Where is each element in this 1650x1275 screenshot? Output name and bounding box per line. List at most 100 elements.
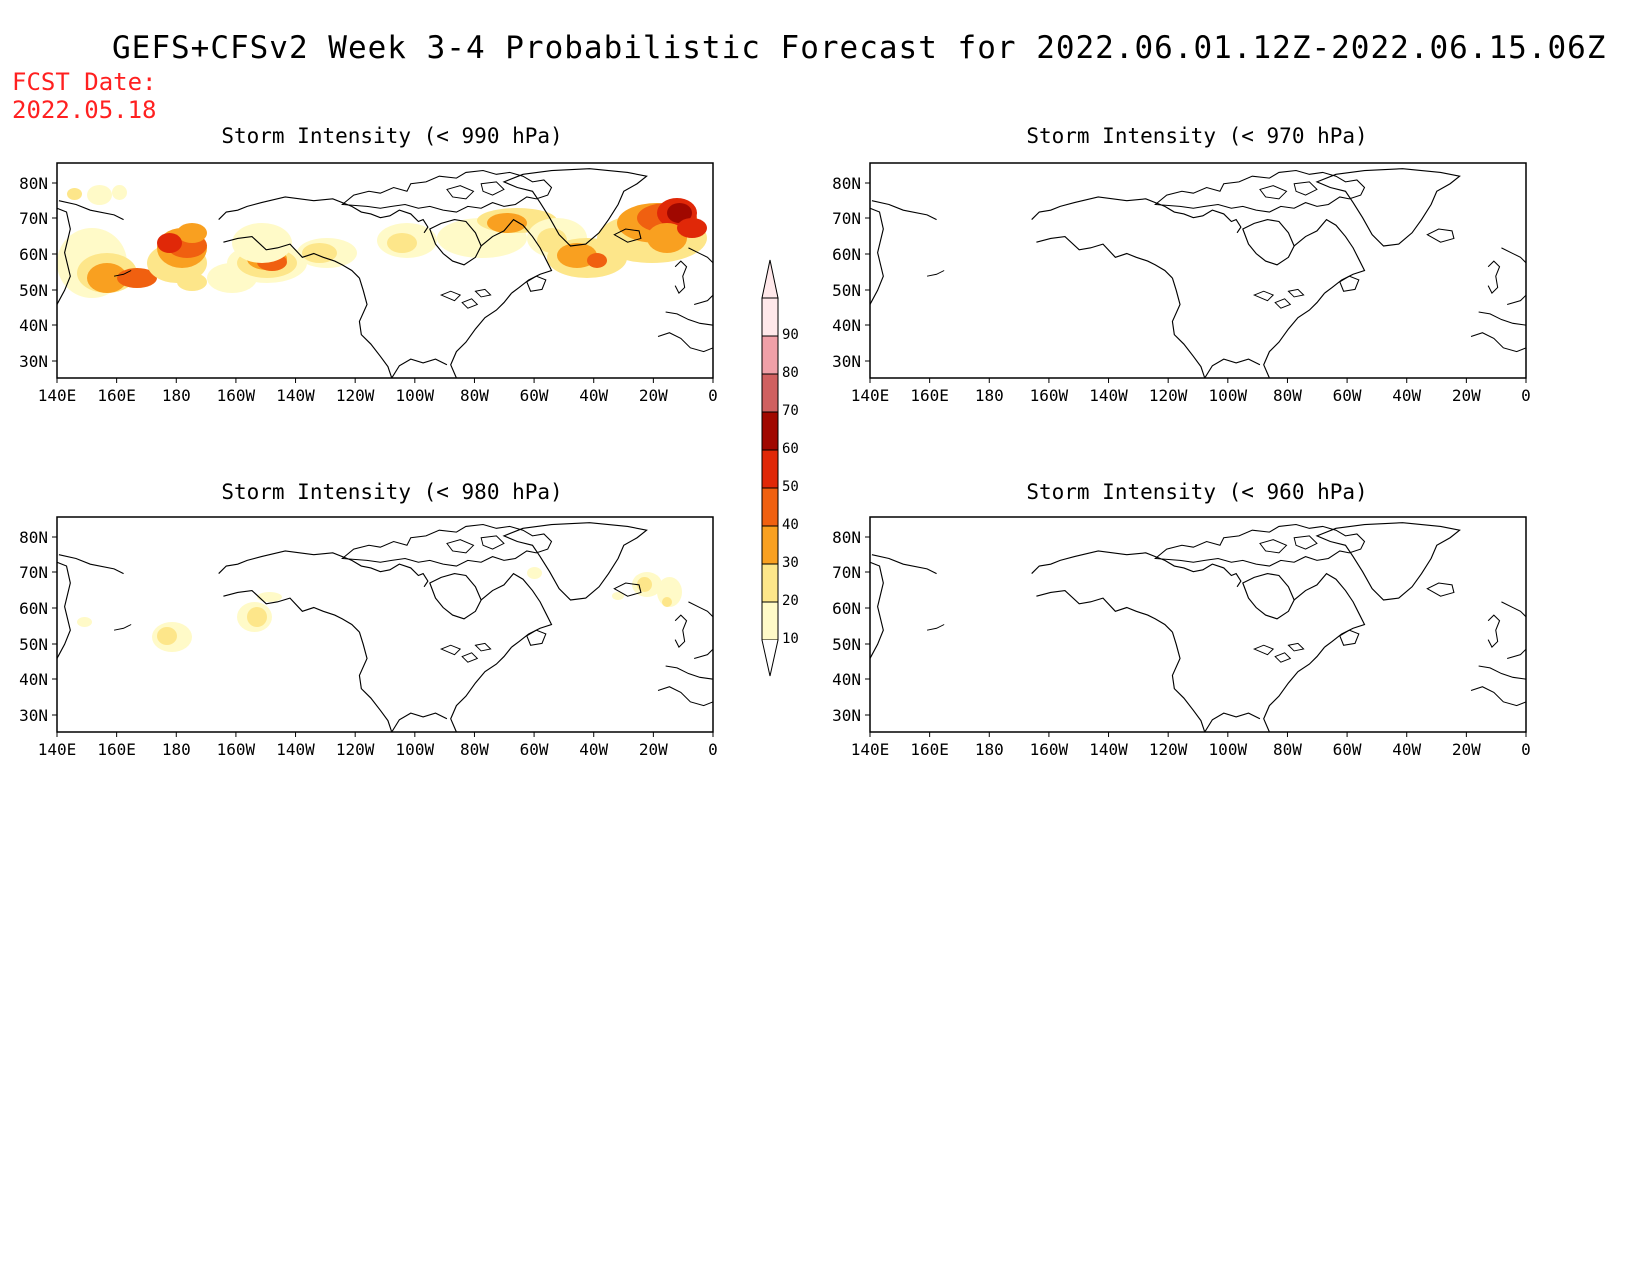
- lon-tick-label: 180: [975, 740, 1004, 759]
- lon-tick-label: 180: [975, 386, 1004, 405]
- lon-tick-label: 100W: [396, 386, 435, 405]
- page-title: GEFS+CFSv2 Week 3-4 Probabilistic Foreca…: [112, 30, 1607, 66]
- probability-cell: [662, 597, 672, 607]
- lon-tick-label: 180: [162, 740, 191, 759]
- colorbar-tick-label: 10: [782, 631, 799, 647]
- lat-tick-label: 70N: [19, 563, 48, 582]
- probability-cell: [177, 273, 207, 291]
- lat-tick-label: 80N: [832, 528, 861, 547]
- probability-cell: [647, 223, 687, 253]
- panel-title-990: Storm Intensity (< 990 hPa): [221, 124, 563, 148]
- lat-tick-label: 40N: [19, 670, 48, 689]
- lon-tick-label: 100W: [1209, 386, 1248, 405]
- lon-tick-label: 160W: [217, 386, 256, 405]
- lat-tick-label: 50N: [19, 635, 48, 654]
- lon-tick-label: 100W: [396, 740, 435, 759]
- lon-tick-label: 80W: [1273, 740, 1302, 759]
- probability-cell: [87, 263, 127, 293]
- lat-tick-label: 40N: [832, 316, 861, 335]
- lat-tick-label: 40N: [832, 670, 861, 689]
- lon-tick-label: 20W: [1452, 740, 1481, 759]
- lon-tick-label: 140W: [1089, 740, 1128, 759]
- probability-cell: [232, 223, 292, 263]
- lat-tick-label: 50N: [19, 281, 48, 300]
- lon-tick-label: 80W: [460, 386, 489, 405]
- lon-tick-label: 60W: [520, 740, 549, 759]
- lon-tick-label: 60W: [520, 386, 549, 405]
- colorbar-segment: [761, 563, 779, 603]
- probability-cell: [257, 592, 282, 602]
- lon-tick-label: 140E: [38, 386, 77, 405]
- lon-tick-label: 0: [708, 386, 718, 405]
- probability-cell: [527, 567, 542, 579]
- lat-tick-label: 70N: [19, 209, 48, 228]
- lon-tick-label: 140E: [38, 740, 77, 759]
- lat-tick-label: 70N: [832, 563, 861, 582]
- probability-cell: [612, 592, 624, 600]
- probability-cell: [387, 233, 417, 253]
- lat-tick-label: 80N: [19, 528, 48, 547]
- lon-tick-label: 40W: [1392, 740, 1421, 759]
- lon-tick-label: 160E: [97, 386, 136, 405]
- probability-cell: [67, 188, 82, 200]
- colorbar-bottom-arrow: [761, 639, 779, 677]
- lat-tick-label: 30N: [19, 706, 48, 725]
- colorbar-tick-label: 20: [782, 593, 799, 609]
- map-panel-970: [869, 162, 1527, 379]
- probability-cell: [157, 233, 182, 253]
- lat-tick-label: 50N: [832, 635, 861, 654]
- panel-title-970: Storm Intensity (< 970 hPa): [1026, 124, 1368, 148]
- lon-tick-label: 40W: [1392, 386, 1421, 405]
- lon-tick-label: 0: [708, 740, 718, 759]
- colorbar-tick-label: 40: [782, 517, 799, 533]
- forecast-date-label: FCST Date:: [12, 68, 157, 96]
- panel-title-980: Storm Intensity (< 980 hPa): [221, 480, 563, 504]
- lon-tick-label: 120W: [1149, 740, 1188, 759]
- probability-shading-980: [77, 567, 682, 652]
- lon-tick-label: 140W: [276, 740, 315, 759]
- lon-tick-label: 120W: [336, 740, 375, 759]
- lon-tick-label: 140W: [1089, 386, 1128, 405]
- lon-tick-label: 0: [1521, 740, 1531, 759]
- lat-tick-label: 40N: [19, 316, 48, 335]
- lat-tick-label: 60N: [832, 599, 861, 618]
- map-panel-990: [56, 162, 714, 379]
- colorbar-segment: [761, 297, 779, 337]
- probability-cell: [77, 617, 92, 627]
- probability-cell: [677, 218, 707, 238]
- lat-tick-label: 60N: [832, 245, 861, 264]
- lon-tick-label: 140W: [276, 386, 315, 405]
- lon-tick-label: 60W: [1333, 740, 1362, 759]
- probability-cell: [177, 223, 207, 243]
- lon-tick-label: 80W: [1273, 386, 1302, 405]
- colorbar-segment: [761, 449, 779, 489]
- colorbar-legend: 10 20 30 40 50 60 70 80 90: [761, 259, 799, 677]
- colorbar-top-arrow: [761, 259, 779, 299]
- forecast-date-value: 2022.05.18: [12, 96, 157, 124]
- lat-tick-label: 70N: [832, 209, 861, 228]
- colorbar-segment: [761, 487, 779, 527]
- lat-tick-label: 30N: [832, 352, 861, 371]
- colorbar-segment: [761, 335, 779, 375]
- lon-tick-label: 160E: [910, 740, 949, 759]
- colorbar-segment: [761, 525, 779, 565]
- probability-cell: [487, 213, 527, 233]
- lon-tick-label: 20W: [639, 386, 668, 405]
- probability-cell: [637, 577, 652, 592]
- lon-tick-label: 100W: [1209, 740, 1248, 759]
- probability-cell: [247, 607, 267, 627]
- lon-tick-label: 40W: [579, 386, 608, 405]
- lon-tick-label: 180: [162, 386, 191, 405]
- probability-cell: [557, 243, 597, 268]
- colorbar-segment: [761, 373, 779, 413]
- lat-tick-label: 30N: [19, 352, 48, 371]
- lat-tick-label: 60N: [19, 599, 48, 618]
- lon-tick-label: 40W: [579, 740, 608, 759]
- lon-tick-label: 120W: [336, 386, 375, 405]
- map-panel-960: [869, 516, 1527, 733]
- lat-tick-label: 80N: [832, 174, 861, 193]
- lon-tick-label: 120W: [1149, 386, 1188, 405]
- probability-cell: [302, 243, 337, 263]
- probability-cell: [587, 253, 607, 268]
